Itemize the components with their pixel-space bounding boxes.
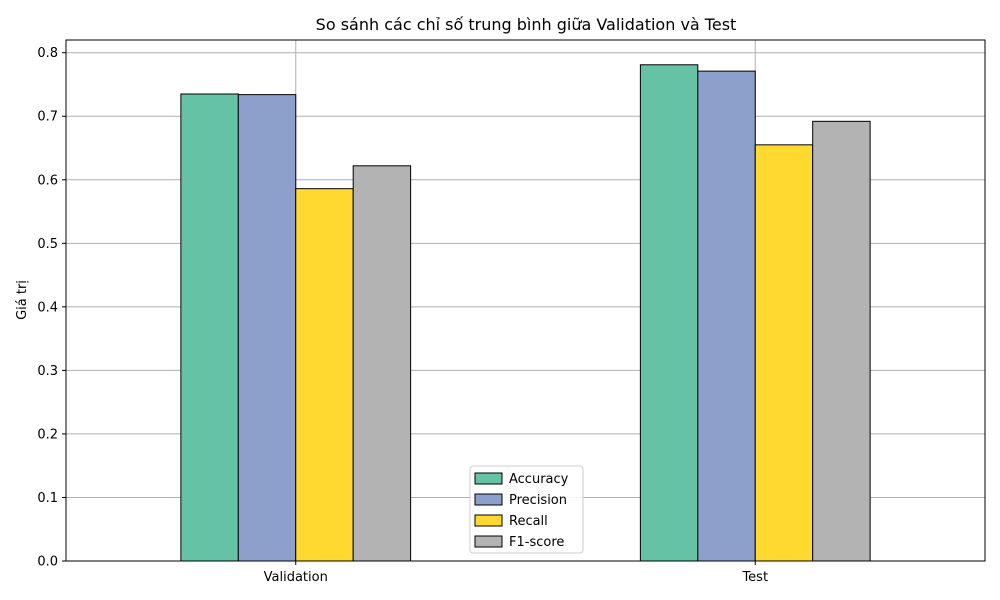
bar-recall-validation xyxy=(295,188,354,562)
plot-frame xyxy=(65,39,986,562)
legend-label: F1-score xyxy=(509,535,564,550)
y-tick-label: 0.4 xyxy=(37,300,58,315)
bar-f1-score-validation xyxy=(352,165,412,562)
legend-swatch xyxy=(474,472,503,485)
legend-swatch xyxy=(474,535,503,548)
bar-accuracy-validation xyxy=(180,93,239,562)
bar-accuracy-test xyxy=(639,64,699,562)
y-tick-label: 0.5 xyxy=(37,237,58,252)
y-axis-label: Giá trị xyxy=(15,280,30,320)
legend-label: Precision xyxy=(509,493,567,508)
x-tick-label: Test xyxy=(741,570,768,585)
bar-precision-test xyxy=(697,70,756,562)
x-tick-label: Validation xyxy=(264,570,328,585)
bar-f1-score-test xyxy=(812,120,871,562)
y-tick-label: 0.6 xyxy=(37,173,58,188)
x-axis-ticks: Validation Test xyxy=(264,561,768,585)
legend-swatch xyxy=(474,514,503,527)
y-tick-label: 0.3 xyxy=(37,364,58,379)
legend-box xyxy=(469,465,584,554)
chart-title: So sánh các chỉ số trung bình giữa Valid… xyxy=(316,15,737,34)
bar-recall-test xyxy=(754,144,814,562)
legend-swatch xyxy=(474,493,503,506)
bars xyxy=(180,64,871,562)
legend-label: Accuracy xyxy=(509,472,569,487)
y-tick-label: 0.0 xyxy=(37,555,58,570)
bar-precision-validation xyxy=(237,94,297,562)
y-tick-label: 0.7 xyxy=(37,110,58,125)
y-tick-label: 0.2 xyxy=(37,427,58,442)
y-axis-ticks: 0.0 0.1 0.2 0.3 0.4 0.5 0.6 0.7 0.8 xyxy=(37,46,66,570)
y-tick-label: 0.1 xyxy=(37,491,58,506)
legend-label: Recall xyxy=(509,514,548,529)
y-tick-label: 0.8 xyxy=(37,46,58,61)
legend: Accuracy Precision Recall F1-score xyxy=(469,465,584,554)
